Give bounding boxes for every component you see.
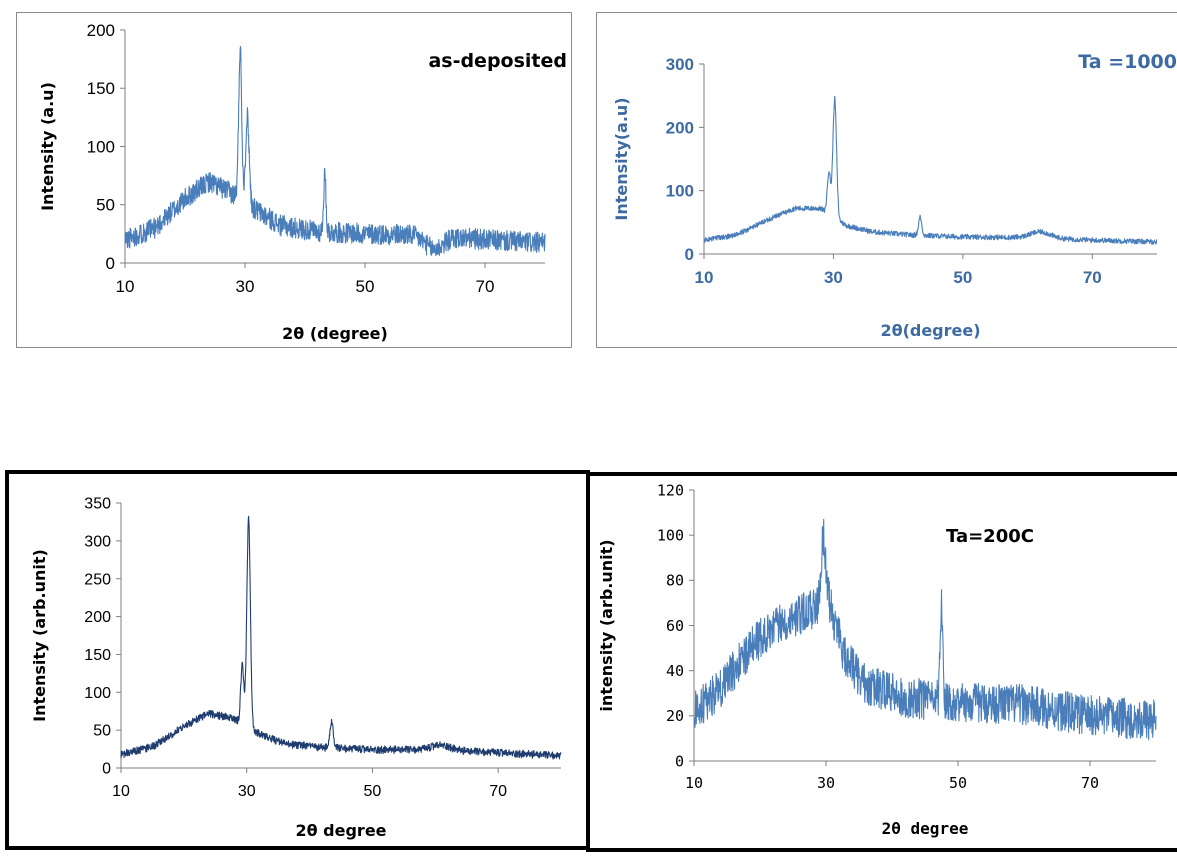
y-axis-label: intensity (arb.unit): [597, 539, 616, 711]
chart-svg-4: 0 20 40 60 80 100 120 10 30 50 70 2θ degree intensit…: [597, 481, 1157, 838]
series-line: [703, 95, 1158, 245]
y-tick-label: 200: [87, 21, 115, 40]
y-tick-label: 0: [685, 245, 694, 264]
x-tick-label: 30: [824, 268, 843, 287]
y-tick-label: 200: [84, 609, 111, 626]
y-tick-label: 50: [96, 196, 115, 215]
x-tick-label: 50: [953, 268, 972, 287]
x-axis-label: 2θ (degree): [282, 324, 388, 343]
x-tick-label: 70: [1081, 774, 1099, 792]
y-axis-label: Intensity (arb.unit): [30, 549, 49, 722]
y-tick-label: 40: [666, 662, 684, 680]
x-tick-label: 30: [238, 783, 256, 800]
x-tick-label: 10: [695, 268, 714, 287]
y-tick-label: 50: [93, 723, 111, 740]
x-tick-label: 50: [364, 783, 382, 800]
chart-svg-3: 0 50 100 150 200 250 300 350 10 30 50 70 2θ degree In…: [30, 496, 562, 840]
x-axis-label: 2θ(degree): [880, 321, 980, 340]
x-tick-label: 10: [116, 277, 135, 296]
chart-ta-200: 0 20 40 60 80 100 120 10 30 50 70 2θ degree intensit…: [586, 472, 1177, 852]
y-tick-label: 100: [84, 685, 111, 702]
y-tick-label: 350: [84, 496, 111, 513]
chart-svg-2: 0 100 200 300 10 30 50 70 2θ(degree) Intensity(a.…: [612, 51, 1177, 340]
y-tick-label: 200: [666, 118, 694, 137]
y-tick-label: 60: [666, 617, 684, 635]
y-tick-label: 300: [84, 533, 111, 550]
x-axis-label: 2θ degree: [882, 819, 969, 838]
y-axis-label: Intensity(a.u): [612, 97, 631, 220]
chart-title: Ta=200C: [946, 526, 1034, 547]
series-line: [124, 46, 546, 256]
y-tick-label: 150: [87, 79, 115, 98]
x-tick-label: 50: [949, 774, 967, 792]
y-tick-label: 20: [666, 707, 684, 725]
y-tick-label: 0: [675, 752, 684, 770]
x-tick-label: 70: [489, 783, 507, 800]
chart-title: Ta =1000: [1078, 51, 1177, 73]
y-tick-label: 100: [657, 526, 684, 544]
y-tick-label: 0: [102, 761, 111, 778]
chart-title: as-deposited: [428, 50, 567, 72]
y-tick-label: 100: [666, 182, 694, 201]
x-tick-label: 10: [112, 783, 130, 800]
x-tick-label: 30: [236, 277, 255, 296]
chart-svg-1: 0 50 100 150 200 10 30 50 70 2θ (degree) Intensity…: [38, 21, 567, 343]
y-tick-label: 0: [106, 254, 115, 273]
y-axis-label: Intensity (a.u): [38, 82, 57, 211]
y-tick-label: 250: [84, 571, 111, 588]
x-tick-label: 70: [1083, 268, 1102, 287]
x-tick-label: 10: [685, 774, 703, 792]
x-tick-label: 50: [356, 277, 375, 296]
x-tick-label: 30: [817, 774, 835, 792]
chart-arb-unit: 0 50 100 150 200 250 300 350 10 30 50 70 2θ degree In…: [5, 470, 590, 850]
x-axis-label: 2θ degree: [295, 821, 386, 840]
y-tick-label: 100: [87, 137, 115, 156]
x-tick-label: 70: [476, 277, 495, 296]
series-line: [120, 515, 562, 760]
series-line: [693, 518, 1157, 741]
y-tick-label: 300: [666, 55, 694, 74]
y-tick-label: 120: [657, 481, 684, 499]
chart-as-deposited: 0 50 100 150 200 10 30 50 70 2θ (degree) Intensity…: [16, 12, 572, 348]
y-tick-label: 150: [84, 647, 111, 664]
chart-ta-1000: 0 100 200 300 10 30 50 70 2θ(degree) Intensity(a.…: [596, 12, 1177, 348]
y-tick-label: 80: [666, 572, 684, 590]
